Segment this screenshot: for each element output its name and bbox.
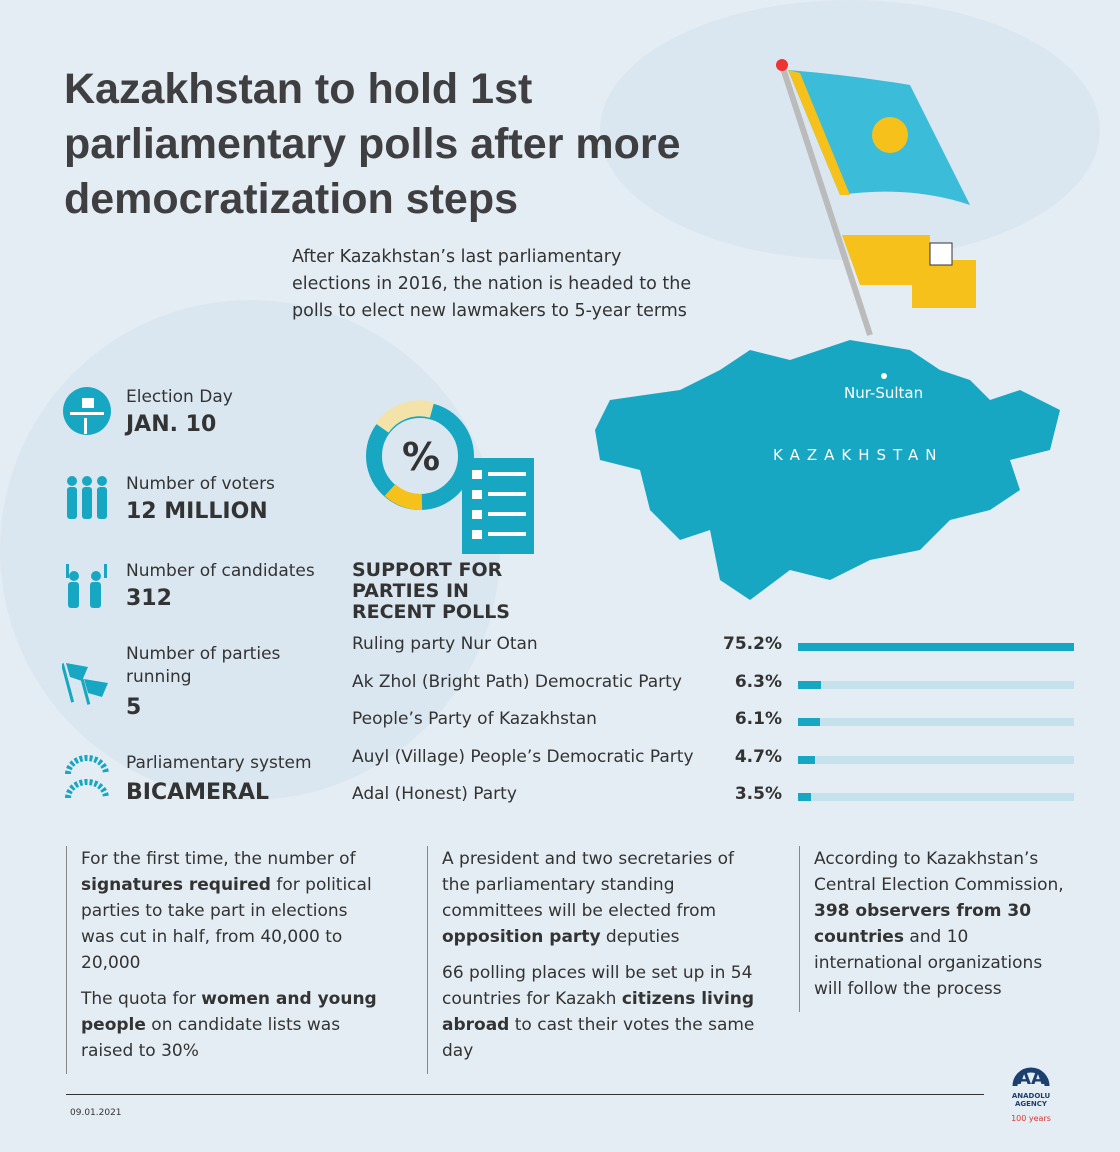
percent-symbol: % [402,435,440,479]
highlight-text: women and young people [81,989,377,1035]
country-label: KAZAKHSTAN [773,446,944,464]
bar-track [798,680,1074,689]
bar-track [798,643,1074,651]
highlight-text: 398 observers from 30 countries [814,901,1032,947]
body-text: According to Kazakhstan’s Central Electi… [814,849,1064,895]
poll-icon: % [366,400,534,554]
info-paragraph: 66 polling places will be set up in 54 c… [442,960,762,1064]
stat-value: 5 [126,695,142,720]
stat-label: Parliamentary system [126,753,312,773]
stat-value: JAN. 10 [126,412,217,437]
highlight-text: signatures required [81,875,271,895]
flags-icon [62,663,108,705]
bar-value-label: 4.7% [734,746,782,767]
city-label: Nur-Sultan [844,384,923,402]
bar-track [798,793,1074,801]
bar-row: Auyl (Village) People’s Democratic Party… [352,747,1082,771]
bar-row: Adal (Honest) Party 3.5% [352,784,1082,808]
body-text: For the first time, the number of [81,849,356,869]
bar-row: Ak Zhol (Bright Path) Democratic Party 6.… [352,672,1082,696]
ballot-box-icon [63,387,111,435]
info-column: According to Kazakhstan’s Central Electi… [799,846,1064,1012]
stat-label: Number of voters [126,474,275,494]
bar [798,755,816,764]
bar [798,793,811,801]
info-paragraph: According to Kazakhstan’s Central Electi… [814,846,1064,1002]
parliament-icon [65,755,109,799]
people-icon [67,476,107,519]
info-paragraph: For the first time, the number of signat… [81,846,381,976]
background-shape [0,300,500,800]
flag-illustration [776,59,976,336]
body-text: 66 polling places will be set up in 54 c… [442,963,753,1009]
info-column: A president and two secretaries of the p… [427,846,762,1074]
info-column: For the first time, the number of signat… [66,846,381,1074]
stat-label: Number of parties running [126,644,281,687]
bar-label: Auyl (Village) People’s Democratic Party [352,746,694,767]
body-text: The quota for [81,989,202,1009]
bar-track [798,755,1074,764]
body-text: to cast their votes the same day [442,1015,755,1061]
bar-track [798,718,1074,726]
anadolu-agency-logo: AA ANADOLU AGENCY 100 years [996,1052,1066,1123]
bar-value-label: 75.2% [723,634,782,654]
stat-label: Election Day [126,387,233,407]
bar-label: Ak Zhol (Bright Path) Democratic Party [352,671,682,692]
stat-value: 12 MILLION [126,499,268,524]
footer-divider [66,1094,984,1095]
footer-date: 09.01.2021 [70,1108,122,1118]
highlight-text: opposition party [442,927,601,947]
stat-value: BICAMERAL [126,780,270,805]
bar-value-label: 6.3% [734,671,782,692]
bar-label: People’s Party of Kazakhstan [352,709,597,729]
bar [798,680,822,689]
page-title: Kazakhstan to hold 1st parliamentary pol… [64,65,681,223]
body-text: on candidate lists was raised to 30% [81,1015,341,1061]
logo-text: ANADOLU AGENCY [1011,1092,1051,1108]
stat-value: 312 [126,586,172,611]
bar-label: Ruling party Nur Otan [352,634,538,654]
info-paragraph: A president and two secretaries of the p… [442,846,762,950]
kazakhstan-map: Nur-Sultan KAZAKHSTAN [595,340,1060,600]
bar-label: Adal (Honest) Party [352,784,517,804]
aa-logo-icon: AA [1012,1067,1050,1089]
bar-value-label: 3.5% [734,784,782,804]
logo-sub: 100 years [1011,1114,1051,1123]
chart-title: SUPPORT FOR PARTIES IN RECENT POLLS [352,559,510,623]
candidates-icon [66,564,107,608]
info-paragraph: The quota for women and young people on … [81,986,381,1064]
intro-text: After Kazakhstan’s last parliamentary el… [292,247,692,321]
highlight-text: citizens living abroad [442,989,755,1035]
body-text: deputies [600,927,680,947]
bar [798,718,821,726]
bar-row: People’s Party of Kazakhstan 6.1% [352,709,1082,733]
body-text: for political parties to take part in el… [81,875,372,973]
body-text: A president and two secretaries of the p… [442,849,734,921]
bar-value-label: 6.1% [734,709,782,729]
body-text: and 10 international organizations will … [814,927,1043,999]
stat-label: Number of candidates [126,561,315,581]
bar [798,643,1074,651]
svg-text:AA: AA [1017,1068,1045,1088]
bar-row: Ruling party Nur Otan 75.2% [352,634,1082,658]
